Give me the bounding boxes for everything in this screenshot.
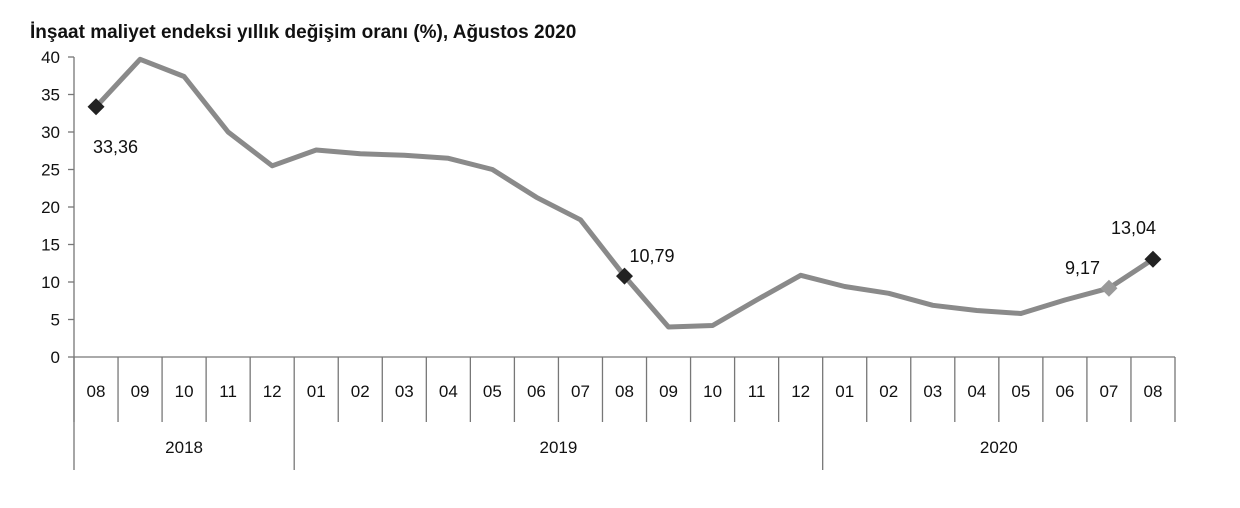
x-category-label: 03 [923, 382, 942, 401]
y-tick-label: 5 [51, 311, 60, 330]
x-category-label: 03 [395, 382, 414, 401]
x-category-label: 04 [439, 382, 458, 401]
y-axis-ticks: 0 5 10 15 20 25 30 35 40 [41, 48, 74, 367]
data-label: 10,79 [630, 246, 675, 266]
x-category-label: 05 [483, 382, 502, 401]
year-label: 2020 [980, 438, 1018, 457]
y-tick-label: 15 [41, 236, 60, 255]
x-category-label: 08 [1144, 382, 1163, 401]
y-tick-label: 10 [41, 273, 60, 292]
x-category-label: 12 [263, 382, 282, 401]
x-category-label: 07 [571, 382, 590, 401]
year-label: 2018 [165, 438, 203, 457]
x-axis-years: 2018 2019 2020 [165, 422, 1018, 470]
chart-title: İnşaat maliyet endeksi yıllık değişim or… [30, 22, 576, 43]
x-category-label: 06 [527, 382, 546, 401]
x-category-label: 02 [351, 382, 370, 401]
x-category-label: 04 [967, 382, 986, 401]
x-category-label: 02 [879, 382, 898, 401]
x-category-label: 07 [1099, 382, 1118, 401]
x-category-label: 12 [791, 382, 810, 401]
x-category-label: 01 [307, 382, 326, 401]
x-category-label: 09 [131, 382, 150, 401]
data-point-marker [1144, 250, 1162, 268]
x-category-label: 11 [748, 382, 766, 401]
x-category-label: 10 [703, 382, 722, 401]
x-category-label: 08 [87, 382, 106, 401]
data-point-marker [616, 267, 633, 285]
x-category-label: 05 [1011, 382, 1030, 401]
x-axis-categories: 08 09 10 11 12 01 02 03 04 05 06 07 08 09 10 11 12 01 02 03… [73, 357, 1176, 422]
year-label: 2019 [540, 438, 578, 457]
data-point-marker [1100, 279, 1118, 297]
data-label: 33,36 [93, 137, 138, 157]
y-tick-label: 35 [41, 86, 60, 105]
x-category-label: 10 [175, 382, 194, 401]
data-markers [87, 98, 1162, 297]
x-category-label: 11 [219, 382, 237, 401]
x-category-label: 01 [835, 382, 854, 401]
x-category-label: 09 [659, 382, 678, 401]
data-label: 9,17 [1065, 258, 1100, 278]
x-category-label: 06 [1055, 382, 1074, 401]
data-label: 13,04 [1111, 218, 1156, 238]
y-tick-label: 40 [41, 48, 60, 67]
y-tick-label: 0 [51, 348, 60, 367]
y-tick-label: 25 [41, 161, 60, 180]
data-point-marker [87, 98, 105, 116]
y-tick-label: 20 [41, 198, 60, 217]
axes [73, 57, 1175, 470]
x-category-label: 08 [615, 382, 634, 401]
series-line [93, 56, 1156, 330]
data-labels: 33,36 10,79 9,17 13,04 [93, 137, 1156, 278]
y-tick-label: 30 [41, 123, 60, 142]
